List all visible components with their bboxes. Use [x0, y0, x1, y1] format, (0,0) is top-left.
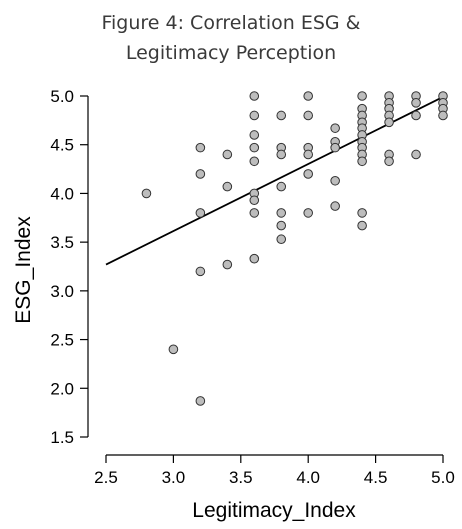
data-point — [357, 208, 367, 218]
y-tick-label: 4.5 — [50, 136, 74, 155]
data-point — [303, 169, 314, 179]
data-point — [276, 234, 287, 245]
x-axis: 2.5 3.0 3.5 4.0 4.5 5.0 — [94, 454, 455, 487]
y-tick-label: 3.0 — [50, 282, 74, 301]
data-point — [141, 188, 152, 199]
data-point — [330, 123, 340, 133]
data-point — [276, 220, 287, 231]
data-point — [276, 208, 287, 218]
data-point — [357, 91, 367, 101]
data-point — [384, 156, 394, 167]
data-point — [357, 220, 367, 231]
data-point — [249, 142, 260, 153]
data-point — [303, 149, 314, 160]
data-point — [222, 181, 233, 192]
data-point — [438, 110, 448, 121]
data-point — [249, 208, 260, 218]
data-point — [249, 130, 260, 140]
data-point — [303, 110, 314, 121]
y-tick-label: 2.5 — [50, 331, 74, 350]
data-point — [330, 201, 340, 211]
x-tick-label: 3.0 — [162, 468, 186, 487]
y-axis-label: ESG_Index — [12, 216, 35, 324]
y-tick-label: 3.5 — [50, 233, 74, 252]
data-point — [195, 396, 206, 406]
data-point — [276, 110, 287, 121]
data-point — [357, 156, 367, 167]
x-tick-label: 5.0 — [431, 468, 455, 487]
data-point — [222, 259, 233, 270]
data-point — [195, 208, 206, 218]
y-tick-label: 1.5 — [50, 428, 74, 447]
data-point — [195, 142, 206, 153]
x-axis-label: Legitimacy_Index — [192, 499, 356, 522]
data-point — [195, 266, 206, 277]
data-point — [249, 91, 260, 101]
data-point — [411, 98, 421, 108]
chart-title-line-2: Legitimacy Perception — [125, 42, 337, 64]
data-point — [249, 195, 260, 206]
data-point — [276, 181, 287, 192]
y-tick-label: 2.0 — [50, 379, 74, 398]
data-point — [330, 142, 340, 153]
x-tick-label: 2.5 — [94, 468, 118, 487]
y-tick-label: 4.0 — [50, 184, 74, 203]
data-point — [384, 117, 394, 128]
data-point — [411, 149, 421, 160]
data-point — [330, 175, 340, 186]
data-points — [141, 91, 448, 406]
data-point — [168, 344, 179, 355]
x-tick-label: 3.5 — [229, 468, 253, 487]
x-tick-label: 4.5 — [364, 468, 388, 487]
x-tick-label: 4.0 — [296, 468, 320, 487]
y-tick-label: 5.0 — [50, 87, 74, 106]
data-point — [303, 208, 314, 218]
data-point — [411, 110, 421, 121]
data-point — [195, 169, 206, 179]
data-point — [249, 110, 260, 121]
data-point — [249, 253, 260, 264]
y-axis: 1.5 2.0 2.5 3.0 3.5 4.0 4.5 5.0 — [50, 87, 89, 447]
chart-title-line-1: Figure 4: Correlation ESG & — [101, 12, 361, 34]
data-point — [249, 156, 260, 167]
chart-title: Figure 4: Correlation ESG & Legitimacy P… — [0, 0, 462, 68]
data-point — [303, 91, 314, 101]
data-point — [276, 149, 287, 160]
data-point — [222, 149, 233, 160]
